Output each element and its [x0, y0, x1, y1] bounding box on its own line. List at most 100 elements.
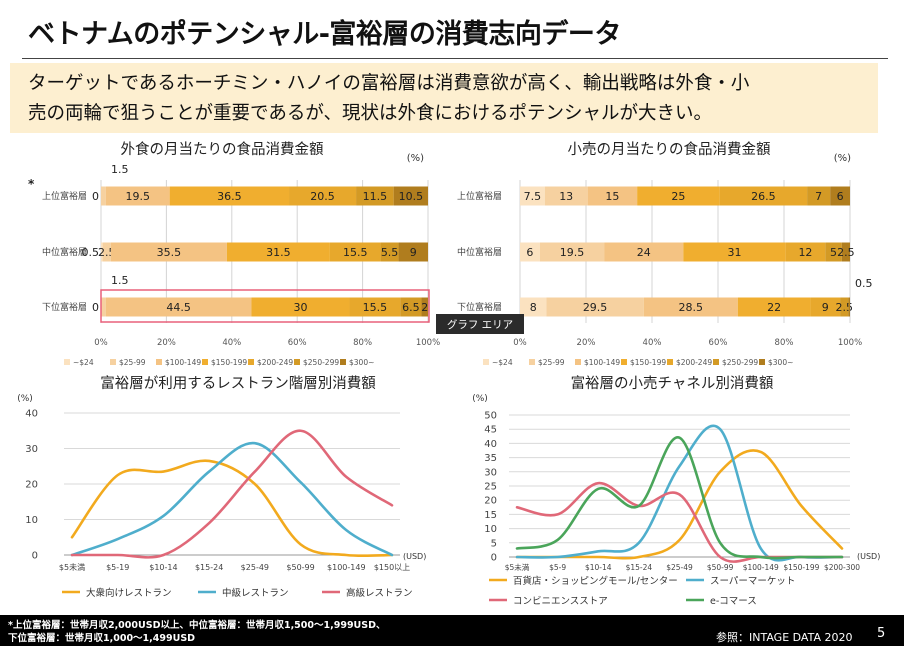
retail-bar-segment	[604, 242, 684, 262]
retail-legend-label: $150-199	[630, 358, 666, 367]
restaurant-y-axis-label: (%)	[17, 394, 33, 404]
dining-legend-swatch	[64, 359, 70, 365]
dining-legend-label: $150-199	[211, 358, 247, 367]
dining-bar-segment	[226, 242, 330, 262]
channel-x-tick: $15-24	[626, 563, 653, 572]
dining-legend-swatch	[248, 359, 254, 365]
retail-category-label: 中位富裕層	[457, 246, 502, 258]
retail-value-label: 7	[815, 190, 822, 203]
dining-legend-swatch	[110, 359, 116, 365]
channel-y-tick: 25	[484, 482, 497, 493]
dining-bar-segment	[102, 242, 111, 262]
dining-value-label: 35.5	[157, 246, 182, 259]
channel-legend-label: コンビニエンスストア	[513, 596, 608, 607]
restaurant-x-tick: $50-99	[286, 563, 314, 572]
retail-bar-segment	[546, 297, 644, 317]
dining-value-label: 30	[293, 301, 307, 314]
retail-value-label: 6	[526, 246, 533, 259]
dining-legend-label: $300~	[349, 358, 374, 367]
dining-legend-label: ~$24	[73, 358, 94, 367]
restaurant-x-tick: $15-24	[195, 563, 223, 572]
retail-legend-label: $100-149	[584, 358, 620, 367]
channel-y-tick: 15	[484, 510, 497, 521]
channel-x-tick: $100-149	[743, 563, 779, 572]
restaurant-x-tick: $5未満	[59, 562, 85, 572]
retail-bar-segment	[785, 242, 826, 262]
retail-category-label: 下位富裕層	[457, 301, 502, 313]
retail-value-label: 6	[837, 190, 844, 203]
retail-bar-segment	[587, 186, 638, 206]
tooltip-text: グラフ エリア	[447, 318, 513, 331]
channel-x-tick: $200-300	[824, 563, 860, 572]
channel-y-tick: 5	[491, 538, 497, 549]
retail-x-tick: 80%	[775, 338, 794, 348]
retail-value-label: 2.5	[835, 301, 853, 314]
channel-legend-label: e-コマース	[710, 596, 757, 607]
dining-x-tick: 100%	[416, 338, 440, 348]
dining-bar-segment	[349, 297, 401, 317]
dining-legend-label: $100-149	[165, 358, 201, 367]
dining-category-label: 上位富裕層	[42, 190, 87, 202]
retail-value-label: 26.5	[751, 190, 776, 203]
dining-value-label: 19.5	[126, 190, 151, 203]
retail-value-label: 25	[671, 190, 685, 203]
footnote-line-2: 下位富裕層：世帯月収1,000～1,499USD	[8, 633, 196, 644]
dining-value-label: 2	[421, 301, 428, 314]
dining-bar-segment	[110, 242, 227, 262]
retail-value-label: 8	[530, 301, 537, 314]
dining-bar-segment	[169, 186, 290, 206]
channel-x-tick: $10-14	[585, 563, 612, 572]
retail-x-tick: 60%	[709, 338, 728, 348]
dining-bar-segment	[289, 186, 357, 206]
retail-value-label: 7.5	[524, 190, 542, 203]
channel-y-tick: 20	[484, 496, 497, 507]
channel-legend-label: 百貨店・ショッピングモール/センター	[513, 575, 678, 587]
restaurant-series-line	[70, 441, 394, 557]
retail-legend-swatch	[621, 359, 627, 365]
retail-bar-segment	[520, 297, 547, 317]
dining-value-label: 36.5	[217, 190, 242, 203]
dining-legend-label: $250-299	[303, 358, 339, 367]
retail-value-label: 12	[798, 246, 812, 259]
dining-x-tick: 20%	[157, 338, 176, 348]
retail-legend-swatch	[713, 359, 719, 365]
dining-bar-segment	[400, 297, 422, 317]
restaurant-x-tick: $25-49	[241, 563, 269, 572]
retail-x-tick: 40%	[643, 338, 662, 348]
dining-legend-label: $25-99	[119, 358, 146, 367]
dining-selection-outline[interactable]	[100, 289, 430, 323]
restaurant-y-tick: 30	[25, 444, 38, 455]
dining-category-label: 中位富裕層	[42, 246, 87, 258]
channel-legend-label: スーパーマーケット	[710, 576, 795, 587]
channel-y-tick: 30	[484, 467, 497, 478]
retail-value-label: 0.5	[855, 277, 873, 290]
page-number: 5	[877, 626, 886, 641]
charts-canvas[interactable]: 外食の月当たりの食品消費金額(%)*0% 20% 40% 60% 80% 100%上位富裕…	[0, 0, 904, 615]
retail-value-label: 22	[767, 301, 781, 314]
dining-value-label: 5.5	[381, 246, 399, 259]
dining-bar-segment	[105, 186, 170, 206]
banner-line-2: 売の両輪で狙うことが重要であるが、現状は外食におけるポテンシャルが大きい。	[28, 103, 712, 124]
dining-category-label: 下位富裕層	[42, 301, 87, 313]
retail-legend-label: ~$24	[492, 358, 513, 367]
tooltip-box	[436, 314, 524, 334]
channel-y-tick: 0	[491, 553, 497, 564]
summary-banner: ターゲットであるホーチミン・ハノイの富裕層は消費意欲が高く、輸出戦略は外食・小 …	[10, 63, 878, 133]
restaurant-chart-title: 富裕層が利用するレストラン階層別消費額	[100, 374, 376, 392]
dining-value-label: 20.5	[310, 190, 335, 203]
channel-x-axis-label: (USD)	[857, 552, 880, 561]
channel-series-line	[515, 424, 844, 562]
restaurant-x-tick: $100-149	[327, 563, 366, 572]
dining-legend-swatch	[294, 359, 300, 365]
footer: *上位富裕層：世帯月収2,000USD以上、中位富裕層：世帯月収1,500～1,…	[0, 615, 904, 646]
restaurant-y-tick: 0	[32, 551, 38, 562]
dining-value-label: 1.5	[111, 163, 129, 176]
footnote-line-1: *上位富裕層：世帯月収2,000USD以上、中位富裕層：世帯月収1,500～1,…	[8, 620, 386, 631]
retail-bar-segment	[637, 186, 720, 206]
channel-x-tick: $150-199	[783, 563, 819, 572]
retail-bar-segment	[841, 242, 850, 262]
channel-series-line	[515, 436, 844, 560]
dining-asterisk: *	[28, 177, 35, 191]
dining-value-label: 11.5	[363, 190, 388, 203]
dining-value-label: 1.5	[111, 274, 129, 287]
